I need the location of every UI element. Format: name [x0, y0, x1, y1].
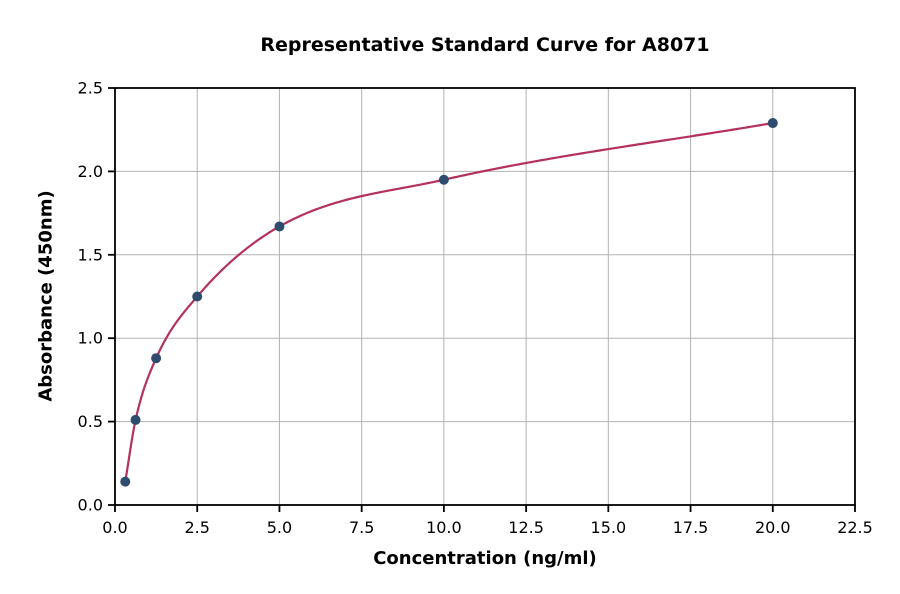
- data-point: [192, 291, 203, 302]
- data-points: [120, 118, 778, 487]
- data-point: [130, 414, 141, 425]
- data-point: [438, 174, 449, 185]
- x-tick-label: 0.0: [102, 518, 127, 537]
- y-tick-label: 1.5: [78, 245, 103, 264]
- plot-border: [114, 87, 856, 506]
- x-tick-label: 15.0: [591, 518, 627, 537]
- y-axis: 0.0 0.5 1.0 1.5 2.0 2.5: [78, 79, 115, 515]
- x-tick-label: 12.5: [508, 518, 544, 537]
- x-axis-label: Concentration (ng/ml): [373, 548, 597, 569]
- x-tick-label: 10.0: [426, 518, 462, 537]
- data-point: [120, 476, 131, 487]
- data-point: [767, 118, 778, 129]
- data-point: [274, 221, 285, 232]
- fit-curve: [124, 121, 774, 483]
- data-point: [151, 353, 162, 364]
- x-tick-label: 2.5: [184, 518, 209, 537]
- y-tick-label: 2.5: [78, 79, 103, 98]
- x-tick-label: 20.0: [755, 518, 791, 537]
- y-tick-label: 1.0: [78, 329, 103, 348]
- x-tick-label: 22.5: [837, 518, 873, 537]
- x-axis: 0.0 2.5 5.0 7.5 10.0 12.5 15.0 17.5 20.0 22.5: [102, 505, 873, 537]
- x-tick-label: 17.5: [673, 518, 709, 537]
- x-tick-label: 7.5: [349, 518, 374, 537]
- x-tick-label: 5.0: [267, 518, 292, 537]
- y-tick-label: 2.0: [78, 162, 103, 181]
- gridlines: [114, 87, 856, 506]
- y-tick-label: 0.5: [78, 412, 103, 431]
- chart-title: Representative Standard Curve for A8071: [260, 34, 710, 56]
- y-tick-label: 0.0: [78, 496, 103, 515]
